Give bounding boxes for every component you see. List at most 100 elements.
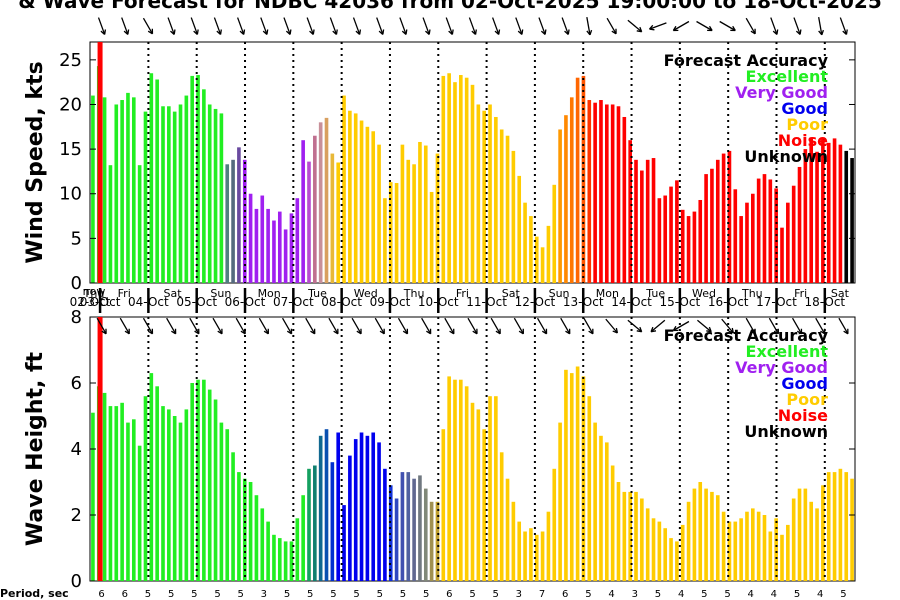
wind-bar <box>628 140 632 283</box>
wave-bar <box>715 495 720 581</box>
wave-bar <box>733 521 738 581</box>
wind-direction-arrow <box>236 17 245 35</box>
wind-bar <box>371 131 376 283</box>
wind-legend-item: Noise <box>778 131 828 150</box>
wave-bar <box>237 472 241 581</box>
wind-bar <box>330 153 335 283</box>
wave-bar <box>207 389 212 581</box>
wave-bar <box>634 491 638 581</box>
wave-bar <box>394 498 399 581</box>
wind-bar <box>167 106 171 284</box>
wind-direction-arrow <box>142 17 154 35</box>
wind-bar <box>342 95 346 283</box>
wind-arrow-head <box>776 29 779 35</box>
wind-bar <box>558 129 562 283</box>
period-value: 4 <box>678 589 684 600</box>
wind-bar <box>459 75 463 283</box>
wind-bar <box>406 159 411 283</box>
period-value: 5 <box>191 589 197 600</box>
wave-direction-arrow <box>96 317 107 335</box>
wave-bar <box>564 369 568 581</box>
wind-direction-arrow <box>399 17 407 35</box>
wave-bar <box>283 541 288 581</box>
wind-bar <box>289 213 294 283</box>
wave-bar <box>348 455 352 581</box>
wind-direction-arrow <box>468 17 477 35</box>
wave-bar <box>102 392 107 581</box>
wave-bar <box>710 491 714 581</box>
wind-bar <box>640 170 644 283</box>
wave-bar <box>786 524 790 581</box>
wind-bar <box>190 75 194 283</box>
wave-legend-item: Poor <box>786 390 828 409</box>
wind-direction-arrow <box>329 17 338 35</box>
wave-ytick-label: 2 <box>71 505 82 526</box>
wind-bar <box>412 164 416 283</box>
wave-bar <box>453 379 457 581</box>
wave-direction-arrow <box>421 317 432 335</box>
wind-bar <box>318 122 323 283</box>
wind-bar <box>336 162 340 283</box>
wave-direction-arrow <box>281 317 293 335</box>
wind-bar <box>353 113 358 283</box>
wave-bar <box>552 468 557 581</box>
wave-height-panel: 0 2 4 6 8 Wave Height, ft Forecast AccuracyExc… <box>23 307 856 592</box>
wave-direction-arrow <box>374 317 385 335</box>
wave-arrow-head <box>240 330 246 335</box>
wave-arrow-head <box>639 326 643 333</box>
wave-bar <box>826 472 831 581</box>
wave-bar <box>149 373 154 581</box>
wave-arrow-head <box>101 330 107 335</box>
wind-ytick-label: 25 <box>59 50 82 71</box>
wind-arrow-head <box>540 30 546 35</box>
wave-bar <box>768 531 773 581</box>
wave-bar <box>494 396 498 581</box>
wave-bar <box>628 491 632 581</box>
wave-bar <box>371 432 376 581</box>
wave-bar <box>762 515 767 581</box>
wave-bar <box>318 435 323 581</box>
wind-bar <box>517 175 522 283</box>
wave-direction-arrow <box>444 317 455 335</box>
wind-bar <box>143 111 148 284</box>
wind-bar <box>832 138 837 283</box>
chart-title: & Wave Forecast for NDBC 42036 from 02-O… <box>18 0 881 13</box>
wind-arrow-head <box>589 29 593 36</box>
wind-arrow-head <box>845 29 848 35</box>
wave-arrow-head <box>147 330 153 335</box>
wave-bar <box>459 379 463 581</box>
wind-bar <box>108 165 113 283</box>
wind-direction-arrow <box>306 17 314 35</box>
period-value: 5 <box>168 589 174 600</box>
wind-legend-item: Excellent <box>746 67 829 86</box>
wind-arrow-head <box>262 30 268 35</box>
wave-direction-arrow <box>605 318 618 334</box>
wind-bar <box>272 220 276 283</box>
wind-bar <box>423 145 428 283</box>
wave-arrow-head <box>588 330 594 335</box>
wave-direction-arrow <box>119 317 130 335</box>
wind-arrow-head <box>332 30 337 35</box>
wind-bar <box>482 110 486 283</box>
wave-direction-arrow <box>189 317 200 335</box>
wave-bar <box>330 462 335 581</box>
wave-bar <box>266 521 270 581</box>
wave-arrow-head <box>773 330 779 335</box>
wave-direction-arrow <box>490 317 501 335</box>
wave-bar <box>517 521 522 581</box>
wave-bar <box>803 488 808 581</box>
wind-bar <box>733 189 738 283</box>
period-value: 4 <box>747 589 753 600</box>
wave-ytick-label: 8 <box>71 307 82 328</box>
wave-bar <box>575 366 580 581</box>
wave-legend-item: Good <box>781 374 828 393</box>
wind-bar <box>680 209 685 283</box>
wind-bar <box>739 216 743 283</box>
day-label: Fri <box>794 287 807 300</box>
wind-bar <box>307 161 311 283</box>
wave-bar <box>640 498 644 581</box>
wind-bar <box>704 174 708 283</box>
wave-direction-arrow <box>768 317 779 335</box>
wind-bar <box>400 144 405 283</box>
wave-bar <box>529 528 533 581</box>
